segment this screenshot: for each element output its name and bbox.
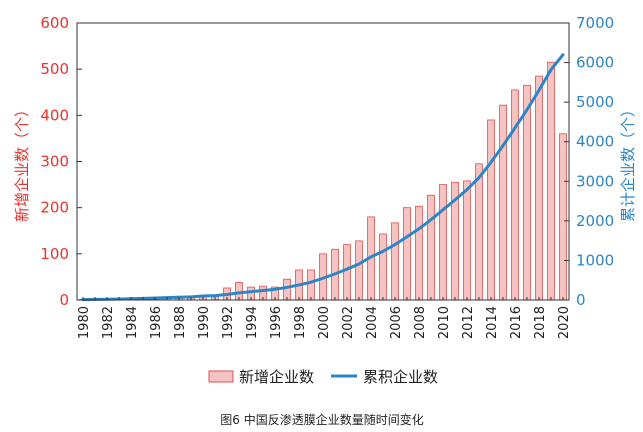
bar-series [79, 61, 567, 301]
right-tick-label: 3000 [576, 172, 614, 190]
bar-2014 [487, 119, 495, 301]
x-tick-label: 2000 [317, 306, 332, 339]
x-tick-label: 2008 [413, 306, 428, 339]
x-tick-label: 2018 [533, 306, 548, 339]
x-tick-label: 2002 [341, 306, 356, 339]
left-tick-label: 100 [40, 245, 69, 263]
x-tick-label: 1982 [101, 306, 116, 339]
x-axis-ticks: 1980 1982 1984 1986 1988 1990 1992 1994 1996 1998… [77, 297, 572, 339]
bar-2006 [391, 222, 399, 301]
bar-2015 [499, 104, 507, 301]
cumulative-line [81, 53, 565, 302]
x-tick-label: 2004 [365, 306, 380, 339]
bar-2002 [343, 244, 351, 301]
x-tick-label: 1994 [245, 306, 260, 339]
bar-2019 [547, 61, 555, 301]
bar-1999 [307, 269, 315, 301]
left-tick-label: 400 [40, 106, 69, 124]
right-tick-label: 0 [576, 291, 586, 309]
left-tick-label: 300 [40, 153, 69, 171]
x-tick-label: 2016 [509, 306, 524, 339]
x-tick-label: 2020 [557, 306, 572, 339]
legend-bar-swatch [208, 370, 234, 383]
x-tick-label: 1996 [269, 306, 284, 339]
right-axis-ticks: 0 1000 2000 3000 4000 5000 6000 7000 [564, 14, 614, 309]
legend-line-label: 累积企业数 [363, 368, 438, 386]
bar-2008 [415, 205, 423, 301]
x-tick-label: 1990 [197, 306, 212, 339]
bar-2010 [439, 184, 447, 301]
bar-2013 [475, 163, 483, 301]
x-tick-label: 1986 [149, 306, 164, 339]
legend: 新增企业数 累积企业数 [208, 368, 438, 386]
figure-caption: 图6 中国反渗透膜企业数量随时间变化 [220, 412, 423, 427]
left-tick-label: 600 [40, 14, 69, 32]
left-axis-ticks: 0 100 200 300 400 500 600 [40, 14, 82, 309]
x-tick-label: 2014 [485, 306, 500, 339]
right-tick-label: 7000 [576, 14, 614, 32]
bar-2003 [355, 240, 363, 301]
left-tick-label: 0 [59, 291, 69, 309]
legend-bar-label: 新增企业数 [239, 368, 314, 386]
bar-2018 [535, 75, 543, 301]
right-tick-label: 5000 [576, 93, 614, 111]
bar-2017 [523, 84, 531, 301]
right-tick-label: 4000 [576, 133, 614, 151]
bar-1997 [283, 278, 291, 301]
right-tick-label: 2000 [576, 212, 614, 230]
left-axis-title: 新增企业数（个） [13, 102, 31, 222]
right-tick-label: 1000 [576, 251, 614, 269]
bar-2009 [427, 194, 435, 301]
x-tick-label: 1998 [293, 306, 308, 339]
bar-2005 [379, 233, 387, 301]
x-tick-label: 2012 [461, 306, 476, 339]
right-tick-label: 6000 [576, 54, 614, 72]
bar-2020 [559, 133, 567, 301]
x-tick-label: 1984 [125, 306, 140, 339]
x-tick-label: 1980 [77, 306, 92, 339]
left-tick-label: 500 [40, 60, 69, 78]
right-axis-title: 累计企业数（个） [619, 102, 637, 222]
left-tick-label: 200 [40, 199, 69, 217]
x-tick-label: 1992 [221, 306, 236, 339]
x-tick-label: 2006 [389, 306, 404, 339]
bar-2007 [403, 207, 411, 301]
x-tick-label: 1988 [173, 306, 188, 339]
x-tick-label: 2010 [437, 306, 452, 339]
bar-2012 [463, 180, 471, 301]
